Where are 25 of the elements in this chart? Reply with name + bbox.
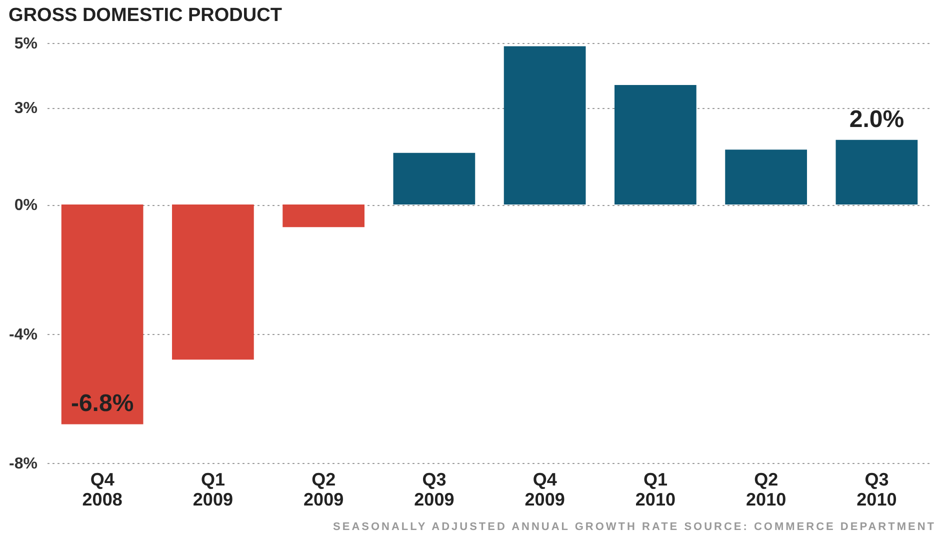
text: SEASONALLY ADJUSTED ANNUAL GROWTH RATE SOURCE: COMMERCE DEPARTMENT (333, 521, 936, 533)
bar (61, 204, 144, 424)
x-tick-label: Q1 2009 (192, 470, 233, 510)
x-tick-label: Q2 2010 (746, 470, 786, 510)
bar (393, 152, 476, 205)
x-tick-label: Q2 2009 (304, 470, 344, 510)
chart-title: GROSS DOMESTIC PRODUCT (8, 5, 282, 26)
data-label: 2.0% (849, 106, 904, 133)
y-tick-label: -4% (9, 326, 38, 344)
bar (836, 140, 918, 205)
x-tick-label: Q4 2008 (82, 470, 122, 510)
y-tick-label: 5% (14, 36, 38, 52)
bar (725, 150, 807, 205)
y-tick-label: 0% (14, 197, 38, 214)
x-tick-label: Q1 2010 (635, 470, 676, 510)
data-label: -6.8% (70, 390, 134, 418)
bar (614, 85, 696, 205)
x-tick-label: Q3 2009 (414, 470, 454, 510)
bar (504, 46, 586, 205)
y-tick-label: -8% (9, 456, 38, 472)
x-tick-label: Q4 2009 (524, 470, 565, 510)
x-tick-label: Q3 2010 (856, 470, 897, 510)
y-tick-label: 3% (14, 100, 38, 118)
bar (282, 204, 364, 228)
bar (172, 204, 254, 360)
